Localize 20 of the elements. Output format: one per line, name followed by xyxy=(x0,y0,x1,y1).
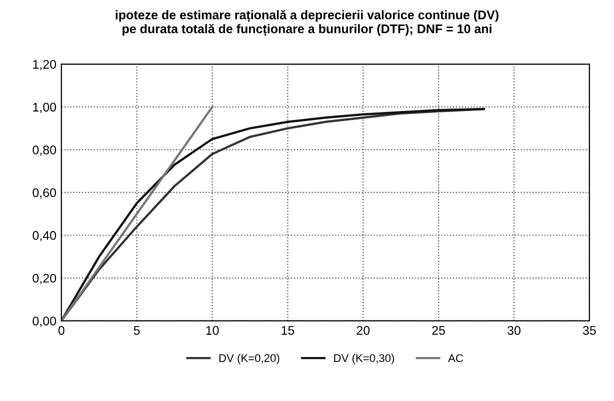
y-tick-label: 1,00 xyxy=(33,102,56,114)
x-tick-label: 10 xyxy=(206,326,219,335)
x-tick-label: 35 xyxy=(582,326,596,335)
line-series xyxy=(61,108,485,321)
legend-label: DV (K=0,20) xyxy=(219,354,280,364)
legend-label: AC xyxy=(448,354,464,362)
y-tick-label: 0,40 xyxy=(32,231,56,242)
x-tick-label: 0 xyxy=(58,326,64,335)
x-tick-label: 5 xyxy=(134,326,140,335)
y-tick-label: 0,60 xyxy=(32,188,56,199)
x-tick-label: 25 xyxy=(432,326,445,335)
legend-label: DV (K=0,30) xyxy=(334,354,394,364)
y-tick-label: 0,80 xyxy=(32,146,56,156)
x-tick-label: 15 xyxy=(282,326,294,335)
x-tick-label: 30 xyxy=(508,326,520,335)
y-tick-label: 1,20 xyxy=(33,60,56,70)
y-tick-label: 0,00 xyxy=(32,316,56,327)
chart-title: ipoteze de estimare rațională a deprecierii valorice continue (DV) pe durata totală de funcționare a bunurilor (DTF); DNF = 10 ani xyxy=(116,10,498,36)
x-tick-label: 20 xyxy=(356,326,370,335)
y-tick-label: 0,20 xyxy=(32,274,56,284)
